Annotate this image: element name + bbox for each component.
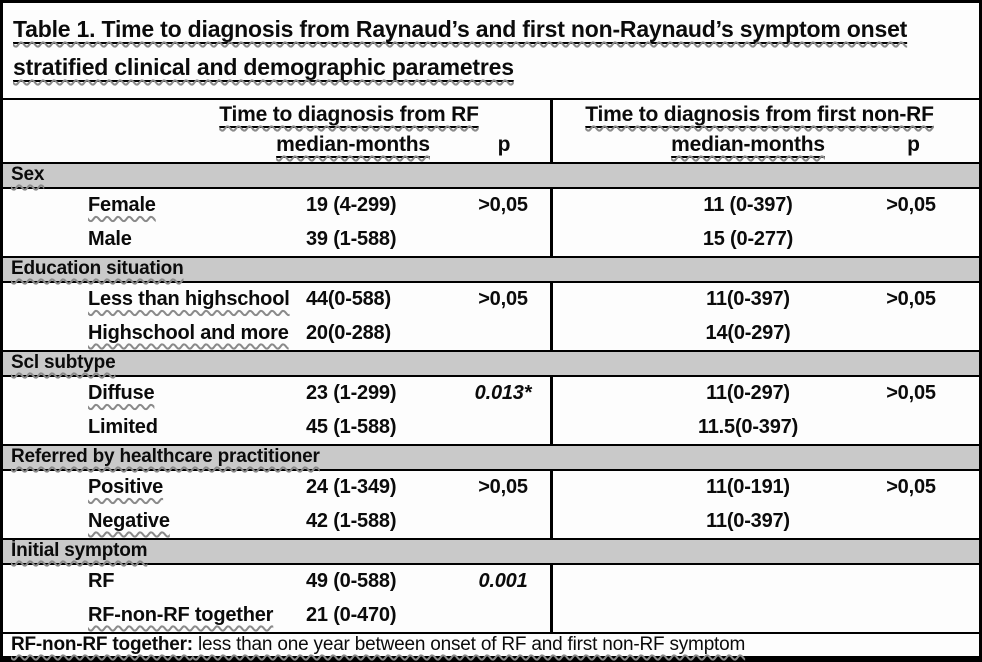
section-education-situation: Education situation Less than highschool 4…: [3, 256, 979, 350]
left-p-value: 0.001: [478, 570, 528, 593]
header-subcolumns: median-months p median-months p: [3, 131, 979, 162]
right-median-value: 11.5(0-397): [697, 415, 799, 438]
section-band-i-nitial-symptom: İnitial symptom: [3, 538, 979, 565]
table-row: Negative 42 (1-588) 11(0-397): [3, 505, 979, 539]
table-row: Female 19 (4-299) >0,05 11 (0-397) >0,05: [3, 189, 979, 223]
row-label-text: RF: [88, 570, 115, 593]
table-row: Limited 45 (1-588) 11.5(0-397): [3, 411, 979, 445]
left-p-value: >0,05: [478, 194, 528, 217]
section-band-education-situation: Education situation: [3, 256, 979, 283]
row-label-text: RF-non-RF together: [88, 603, 274, 626]
right-p-value: >0,05: [886, 476, 936, 499]
section-referred-by-healthcare-practitioner: Referred by healthcare practitioner Posit…: [3, 444, 979, 538]
table-sections: Sex Female 19 (4-299) >0,05 11 (0-397) >0,05 M…: [3, 162, 979, 632]
row-label: RF: [88, 570, 306, 593]
header-right-median-label: median-months: [671, 133, 825, 156]
table-row: Positive 24 (1-349) >0,05 11(0-191) >0,05: [3, 471, 979, 505]
section-band-label: Sex: [11, 164, 45, 185]
table-title-block: Table 1. Time to diagnosis from Raynaud’…: [3, 3, 979, 98]
section-band-label: İnitial symptom: [11, 540, 148, 561]
left-p-value: >0,05: [478, 476, 528, 499]
header-group-titles: Time to diagnosis from RF Time to diagno…: [3, 100, 979, 131]
section-scl-subtype: Scl subtype Diffuse 23 (1-299) 0.013* 11(0-2…: [3, 350, 979, 444]
section-rows-i-nitial-symptom: RF 49 (0-588) 0.001 RF-non-RF together 21 (0…: [3, 565, 979, 632]
right-p-value: >0,05: [886, 382, 936, 405]
section-band-label: Referred by healthcare practitioner: [11, 446, 320, 467]
row-label: Male: [88, 228, 306, 251]
left-p-value: 0.013*: [474, 382, 532, 405]
left-median-value: 45 (1-588): [306, 415, 397, 438]
right-p-value: >0,05: [886, 288, 936, 311]
row-label: Female: [88, 194, 306, 217]
table-title-text: Table 1. Time to diagnosis from Raynaud’…: [13, 16, 908, 80]
right-median-value: 11(0-397): [706, 509, 790, 532]
section-rows-sex: Female 19 (4-299) >0,05 11 (0-397) >0,05 Male…: [3, 189, 979, 256]
table-row: Less than highschool 44(0-588) >0,05 11(0-3…: [3, 283, 979, 317]
row-label: Highschool and more: [88, 322, 306, 345]
footnote-term: RF-non-RF together:: [11, 634, 193, 655]
table-row: RF-non-RF together 21 (0-470): [3, 599, 979, 633]
right-median-value: 15 (0-277): [702, 227, 794, 250]
section-rows-scl-subtype: Diffuse 23 (1-299) 0.013* 11(0-297) >0,05 Lim…: [3, 377, 979, 444]
section-i-nitial-symptom: İnitial symptom RF 49 (0-588) 0.001 RF-non-R…: [3, 538, 979, 632]
footnote-definition: less than one year between onset of RF a…: [192, 634, 746, 655]
section-band-label: Education situation: [11, 258, 184, 279]
section-sex: Sex Female 19 (4-299) >0,05 11 (0-397) >0,05 M…: [3, 162, 979, 256]
left-median-value: 19 (4-299): [306, 194, 397, 217]
left-median-value: 23 (1-299): [306, 382, 397, 405]
row-label-text: Female: [88, 194, 156, 217]
row-label-text: Highschool and more: [88, 321, 289, 344]
right-median-value: 11(0-191): [706, 476, 790, 499]
right-median-value: 14(0-297): [705, 321, 791, 344]
right-median-value: 11 (0-397): [703, 194, 793, 217]
right-median-value: 11(0-397): [706, 288, 790, 311]
left-median-value: 44(0-588): [306, 288, 391, 311]
row-label: Negative: [88, 510, 306, 533]
row-label: Diffuse: [88, 382, 306, 405]
table-row: Male 39 (1-588) 15 (0-277): [3, 223, 979, 257]
section-rows-education-situation: Less than highschool 44(0-588) >0,05 11(0-3…: [3, 283, 979, 350]
row-label: Less than highschool: [88, 288, 306, 311]
section-band-referred-by-healthcare-practitioner: Referred by healthcare practitioner: [3, 444, 979, 471]
section-band-sex: Sex: [3, 162, 979, 189]
header-left-p-label: p: [497, 133, 511, 156]
table-header: Time to diagnosis from RF Time to diagno…: [3, 98, 979, 162]
left-median-value: 24 (1-349): [306, 476, 397, 499]
table-row: Diffuse 23 (1-299) 0.013* 11(0-297) >0,05: [3, 377, 979, 411]
row-label-text: Negative: [88, 509, 170, 532]
table-row: Highschool and more 20(0-288) 14(0-297): [3, 317, 979, 351]
left-median-value: 20(0-288): [306, 321, 391, 344]
header-left-median-label: median-months: [276, 133, 430, 156]
header-right-p-label: p: [907, 133, 920, 156]
section-band-scl-subtype: Scl subtype: [3, 350, 979, 377]
row-label-text: Diffuse: [88, 382, 155, 405]
left-median-value: 49 (0-588): [306, 570, 397, 593]
header-left-group-title: Time to diagnosis from RF: [219, 103, 479, 126]
row-label: RF-non-RF together: [88, 604, 306, 627]
left-p-value: >0,05: [478, 288, 528, 311]
table-row: RF 49 (0-588) 0.001: [3, 565, 979, 599]
row-label: Positive: [88, 476, 306, 499]
section-rows-referred-by-healthcare-practitioner: Positive 24 (1-349) >0,05 11(0-191) >0,05 Neg…: [3, 471, 979, 538]
row-label-text: Positive: [88, 476, 164, 499]
section-band-label: Scl subtype: [11, 352, 116, 373]
right-p-value: >0,05: [886, 194, 936, 217]
right-median-value: 11(0-297): [706, 382, 790, 405]
header-right-group-title: Time to diagnosis from first non-RF: [585, 103, 934, 126]
left-median-value: 21 (0-470): [306, 603, 397, 626]
row-label: Limited: [88, 416, 306, 439]
left-median-value: 42 (1-588): [306, 509, 397, 532]
table-title: Table 1. Time to diagnosis from Raynaud’…: [13, 10, 967, 86]
row-label-text: Male: [88, 227, 132, 250]
row-label-text: Less than highschool: [88, 288, 290, 311]
left-median-value: 39 (1-588): [306, 227, 397, 250]
table-footnote: RF-non-RF together: less than one year b…: [3, 632, 979, 656]
row-label-text: Limited: [88, 415, 158, 438]
